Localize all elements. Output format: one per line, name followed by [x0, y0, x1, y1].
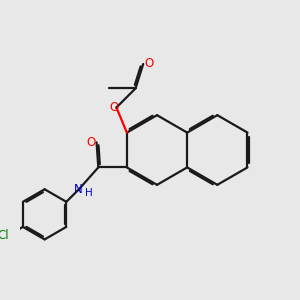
- Text: O: O: [145, 58, 154, 70]
- Text: O: O: [109, 101, 118, 114]
- Text: H: H: [85, 188, 93, 198]
- Text: Cl: Cl: [0, 229, 10, 242]
- Text: N: N: [74, 182, 82, 196]
- Text: O: O: [86, 136, 96, 149]
